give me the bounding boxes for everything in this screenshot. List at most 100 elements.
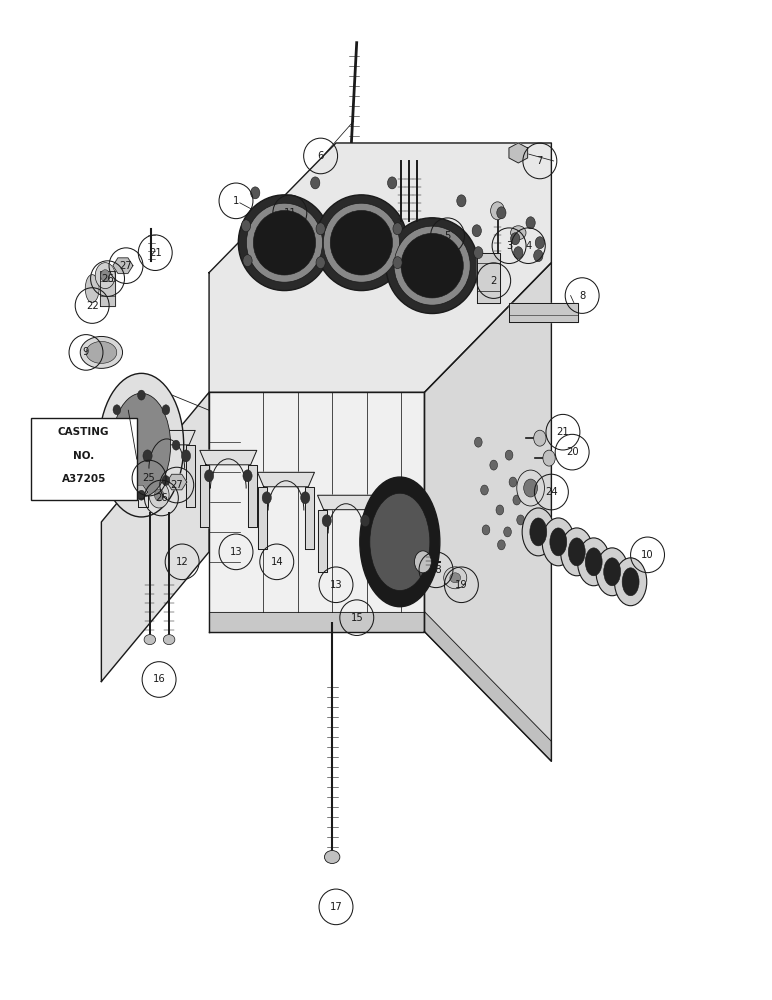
Text: 22: 22 xyxy=(86,301,99,311)
Circle shape xyxy=(113,405,120,415)
Circle shape xyxy=(533,430,546,446)
Circle shape xyxy=(316,223,325,235)
Polygon shape xyxy=(200,465,209,527)
Circle shape xyxy=(543,450,555,466)
Polygon shape xyxy=(258,487,267,549)
Ellipse shape xyxy=(239,195,330,291)
Polygon shape xyxy=(317,495,374,510)
Polygon shape xyxy=(509,143,527,163)
Ellipse shape xyxy=(386,218,479,314)
Ellipse shape xyxy=(585,548,602,576)
Polygon shape xyxy=(138,430,195,445)
Circle shape xyxy=(162,405,170,415)
Ellipse shape xyxy=(99,373,184,517)
Text: 5: 5 xyxy=(445,231,451,241)
Circle shape xyxy=(393,223,402,235)
Circle shape xyxy=(533,250,543,262)
Text: 27: 27 xyxy=(171,480,183,490)
Polygon shape xyxy=(129,485,147,499)
Circle shape xyxy=(505,450,513,460)
Text: 10: 10 xyxy=(642,550,654,560)
Polygon shape xyxy=(209,392,425,632)
Text: 17: 17 xyxy=(330,902,342,912)
Ellipse shape xyxy=(324,851,340,863)
Polygon shape xyxy=(138,445,147,507)
Circle shape xyxy=(496,207,506,219)
Polygon shape xyxy=(113,258,133,273)
Text: 19: 19 xyxy=(455,580,468,590)
Ellipse shape xyxy=(577,538,610,586)
Circle shape xyxy=(388,177,397,189)
Circle shape xyxy=(497,540,505,550)
Polygon shape xyxy=(200,450,257,465)
Circle shape xyxy=(516,470,544,506)
Ellipse shape xyxy=(85,275,99,303)
Circle shape xyxy=(322,515,331,527)
Ellipse shape xyxy=(401,233,463,298)
Ellipse shape xyxy=(450,573,461,583)
Polygon shape xyxy=(305,487,314,549)
Polygon shape xyxy=(101,392,209,681)
Ellipse shape xyxy=(542,518,574,566)
Text: 7: 7 xyxy=(537,156,543,166)
Circle shape xyxy=(523,479,537,497)
Ellipse shape xyxy=(622,568,639,596)
Circle shape xyxy=(162,476,170,486)
Text: 23: 23 xyxy=(425,274,437,284)
Text: 12: 12 xyxy=(176,557,188,567)
Ellipse shape xyxy=(510,226,526,240)
Text: CASTING: CASTING xyxy=(58,427,110,437)
Circle shape xyxy=(535,237,544,249)
Circle shape xyxy=(103,440,110,450)
Ellipse shape xyxy=(86,341,117,363)
Ellipse shape xyxy=(323,203,399,282)
Circle shape xyxy=(415,551,432,573)
Text: 8: 8 xyxy=(579,291,585,301)
Text: 20: 20 xyxy=(566,447,578,457)
Text: 9: 9 xyxy=(83,347,90,357)
Text: 11: 11 xyxy=(283,208,296,218)
Circle shape xyxy=(205,470,214,482)
Circle shape xyxy=(516,515,524,525)
Circle shape xyxy=(491,202,504,220)
Text: 1: 1 xyxy=(233,196,239,206)
Circle shape xyxy=(154,489,164,501)
Circle shape xyxy=(243,470,252,482)
Ellipse shape xyxy=(112,393,171,497)
Circle shape xyxy=(149,482,169,508)
Text: 3: 3 xyxy=(506,241,512,251)
Text: 13: 13 xyxy=(230,547,242,557)
Ellipse shape xyxy=(530,518,547,546)
Polygon shape xyxy=(317,510,327,572)
Polygon shape xyxy=(258,472,314,487)
Text: 2: 2 xyxy=(490,276,497,286)
Circle shape xyxy=(242,220,251,232)
Polygon shape xyxy=(425,263,551,761)
Ellipse shape xyxy=(596,548,628,596)
Circle shape xyxy=(457,195,466,207)
Ellipse shape xyxy=(80,336,123,368)
Ellipse shape xyxy=(360,477,440,607)
Ellipse shape xyxy=(568,538,585,566)
Circle shape xyxy=(513,495,520,505)
Circle shape xyxy=(95,263,115,289)
Circle shape xyxy=(137,490,145,500)
Text: 6: 6 xyxy=(317,151,323,161)
Ellipse shape xyxy=(330,210,392,275)
Circle shape xyxy=(316,257,325,269)
Circle shape xyxy=(503,527,511,537)
Circle shape xyxy=(490,460,497,470)
Ellipse shape xyxy=(615,558,647,606)
Circle shape xyxy=(526,217,535,229)
Polygon shape xyxy=(248,465,257,527)
Circle shape xyxy=(361,515,370,527)
Polygon shape xyxy=(425,612,551,761)
Ellipse shape xyxy=(444,567,467,589)
Polygon shape xyxy=(100,271,115,306)
Circle shape xyxy=(181,450,191,462)
Polygon shape xyxy=(186,445,195,507)
Polygon shape xyxy=(209,612,425,632)
Ellipse shape xyxy=(315,195,408,291)
Text: 26: 26 xyxy=(101,274,114,284)
Circle shape xyxy=(137,390,145,400)
